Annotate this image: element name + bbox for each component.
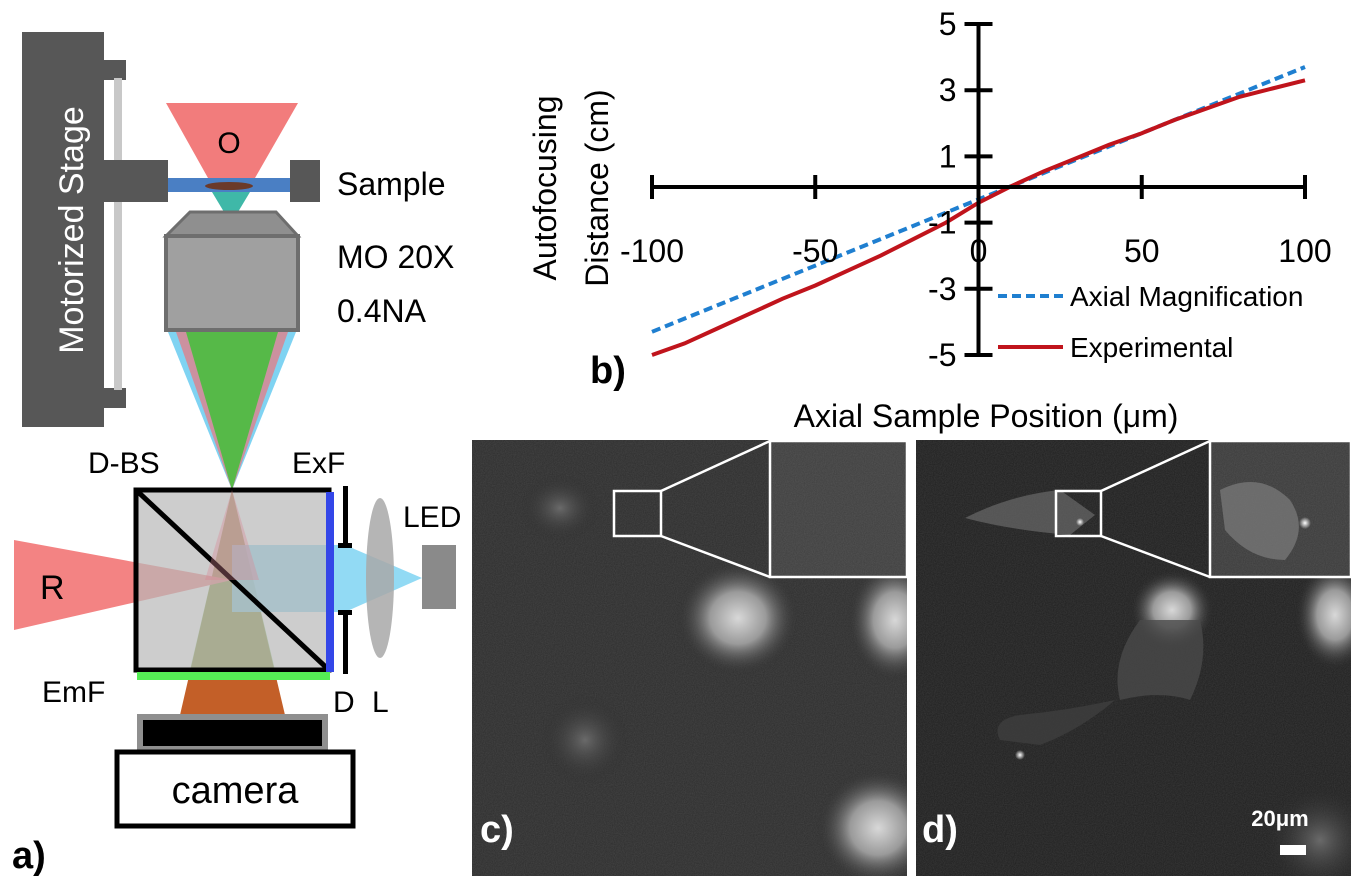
x-tick-label: 0 bbox=[970, 233, 988, 269]
fluorescence-beam-upper bbox=[186, 332, 278, 490]
objective-top bbox=[162, 210, 302, 238]
micrograph-defocused bbox=[472, 440, 907, 876]
diaphragm-label: D bbox=[333, 686, 355, 719]
x-axis-title: Axial Sample Position (μm) bbox=[794, 398, 1179, 434]
led-label: LED bbox=[403, 501, 461, 534]
panel-a-label: a) bbox=[12, 835, 46, 877]
legend-label-0: Axial Magnification bbox=[1070, 281, 1303, 312]
led-source bbox=[422, 545, 456, 609]
camera-sensor bbox=[137, 714, 328, 752]
objective-magnification-label: MO 20X bbox=[337, 239, 454, 275]
diaphragm-top bbox=[343, 486, 348, 546]
stage-label: Motorized Stage bbox=[53, 106, 91, 354]
panel-d-label: d) bbox=[922, 809, 958, 851]
reference-beam-side bbox=[14, 540, 232, 630]
scale-bar bbox=[1280, 845, 1306, 855]
y-tick-label: -1 bbox=[928, 205, 956, 241]
stage-arm bbox=[100, 160, 168, 202]
scale-bar-label: 20μm bbox=[1251, 806, 1309, 831]
diaphragm-bottom bbox=[343, 612, 348, 674]
reference-beam-label: R bbox=[40, 569, 65, 607]
lens-label: L bbox=[372, 686, 389, 719]
y-axis-title-line1: Autofocusing bbox=[527, 95, 563, 280]
sample-clamp bbox=[290, 160, 320, 202]
beam-splitter-label: D-BS bbox=[88, 447, 160, 480]
sample-specimen bbox=[205, 182, 253, 190]
emission-filter bbox=[137, 672, 330, 680]
reference-beam-top bbox=[166, 103, 298, 178]
setup-diagram: Motorized Stage bbox=[14, 32, 456, 829]
y-tick-label: 1 bbox=[939, 138, 957, 174]
zoom-callout-d bbox=[1054, 439, 1353, 579]
excitation-filter-label: ExF bbox=[292, 447, 345, 480]
diaphragm-tip-bottom bbox=[338, 610, 352, 615]
autofocus-chart: -100 -50 0 50 100 -5 -3 -1 1 3 5 Axial Magnificatio… bbox=[620, 6, 1332, 373]
sample-label: Sample bbox=[337, 166, 446, 202]
stage-bracket-top bbox=[100, 60, 126, 80]
y-tick-label: 5 bbox=[939, 6, 957, 42]
beam-overlap bbox=[205, 490, 259, 580]
camera-body bbox=[114, 749, 356, 829]
motorized-stage bbox=[22, 32, 104, 427]
beam-splitter-diagonal bbox=[134, 488, 331, 672]
y-axis-title-line2: Distance (cm) bbox=[579, 89, 615, 286]
x-tick-label: 100 bbox=[1278, 233, 1331, 269]
legend-label-1: Experimental bbox=[1070, 332, 1233, 363]
microscope-objective bbox=[164, 234, 300, 332]
lens bbox=[366, 498, 394, 658]
sample-light-cone bbox=[212, 192, 250, 212]
panel-b-label: b) bbox=[590, 350, 626, 392]
excitation-filter bbox=[326, 492, 334, 672]
camera-label: camera bbox=[172, 770, 300, 812]
stage-bracket-bottom bbox=[100, 388, 126, 408]
x-tick-label: -100 bbox=[620, 233, 684, 269]
y-tick-label: 3 bbox=[939, 72, 957, 108]
panel-c-label: c) bbox=[480, 809, 514, 851]
objective-na-label: 0.4NA bbox=[337, 293, 427, 329]
zoom-callout-c bbox=[612, 439, 909, 579]
x-tick-label: -50 bbox=[792, 233, 838, 269]
y-tick-label: -5 bbox=[928, 337, 956, 373]
stage-rail bbox=[114, 78, 122, 390]
y-tick-label: -3 bbox=[928, 271, 956, 307]
x-tick-label: 50 bbox=[1124, 233, 1160, 269]
objective-top-label: O bbox=[217, 127, 240, 160]
emission-filter-label: EmF bbox=[42, 676, 105, 709]
micrograph-focused bbox=[916, 440, 1351, 876]
diaphragm-tip-top bbox=[338, 543, 352, 548]
